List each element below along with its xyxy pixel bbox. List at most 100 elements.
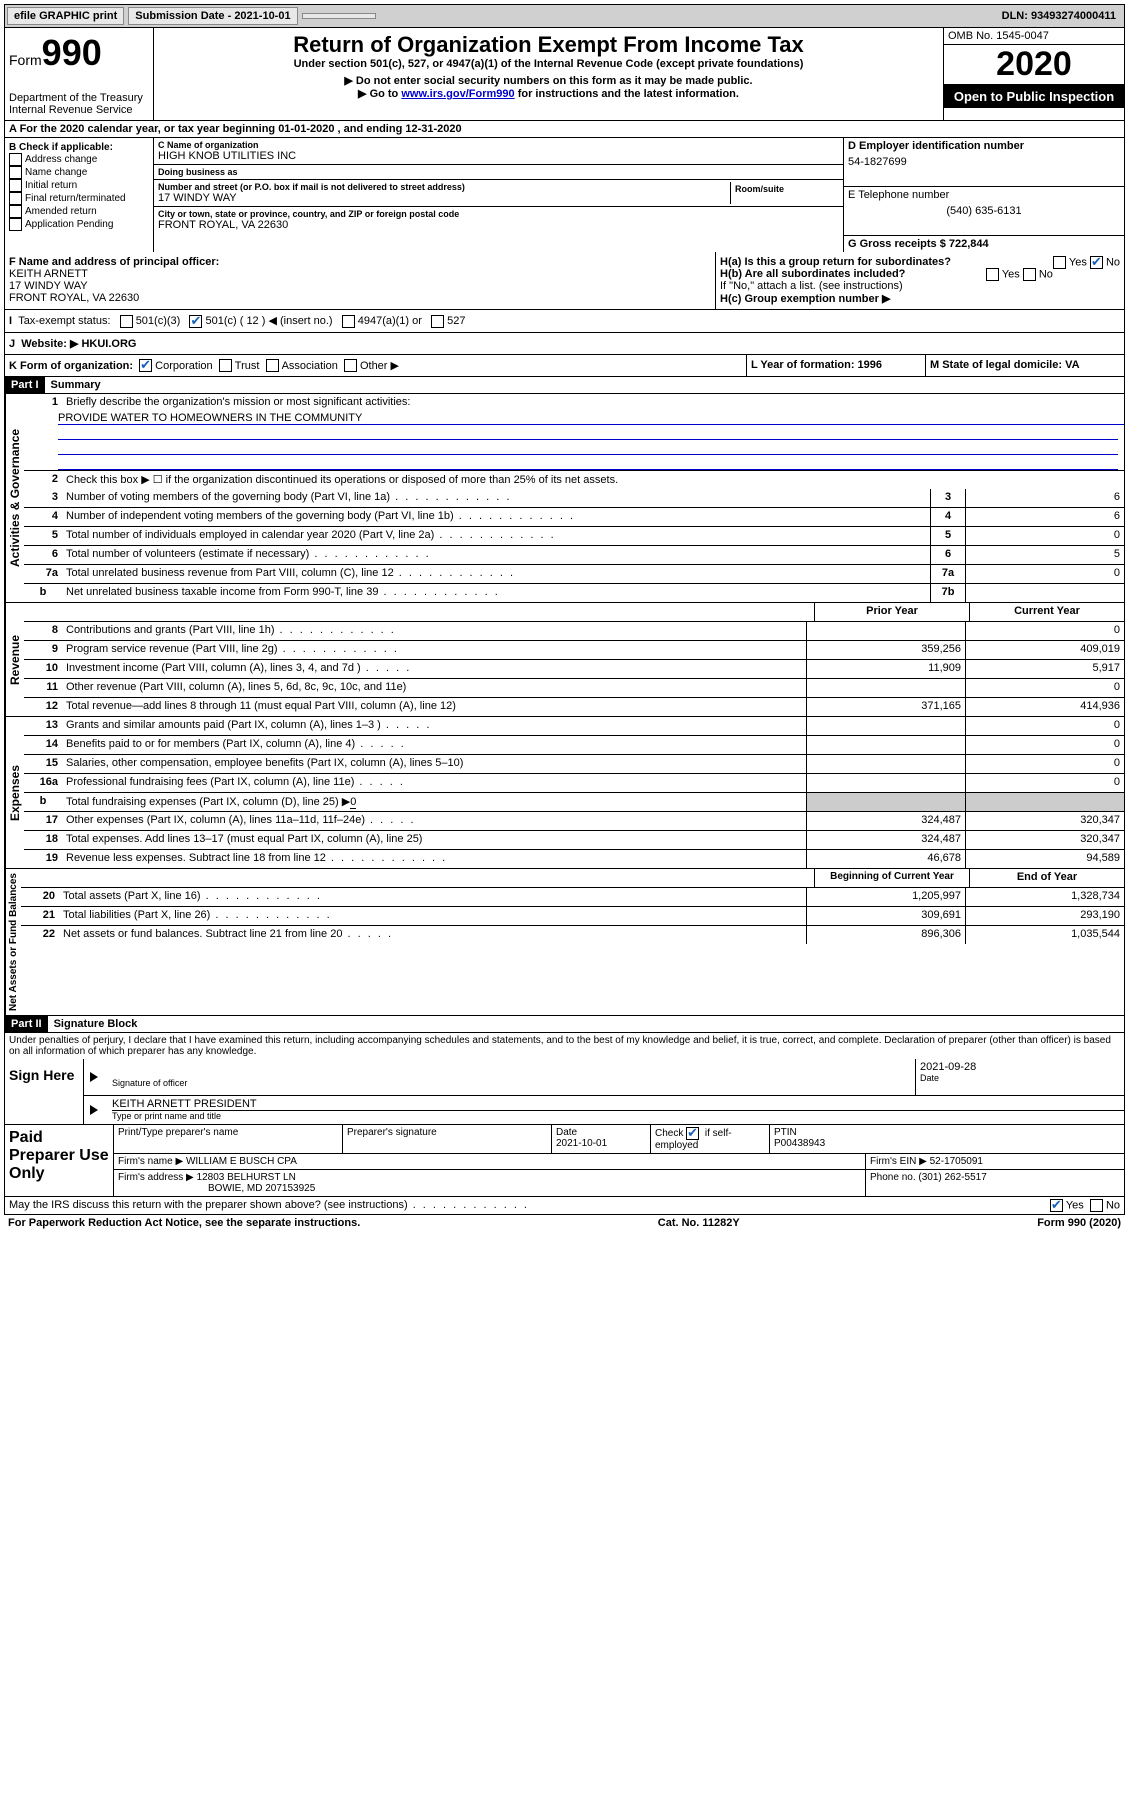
l18-prior: 324,487 xyxy=(806,831,965,849)
l20-end: 1,328,734 xyxy=(965,888,1124,906)
discuss-yes[interactable] xyxy=(1050,1199,1063,1212)
addr-value: 17 WINDY WAY xyxy=(158,192,730,204)
chk-corp[interactable] xyxy=(139,359,152,372)
gross-receipts: G Gross receipts $ 722,844 xyxy=(848,238,1120,250)
side-revenue: Revenue xyxy=(5,603,24,716)
chk-4947[interactable] xyxy=(342,315,355,328)
city-value: FRONT ROYAL, VA 22630 xyxy=(158,219,839,231)
hb-label: H(b) Are all subordinates included? xyxy=(720,268,905,280)
room-label: Room/suite xyxy=(735,184,835,194)
chk-501c3[interactable] xyxy=(120,315,133,328)
side-netassets: Net Assets or Fund Balances xyxy=(5,869,21,1015)
chk-application-pending[interactable]: Application Pending xyxy=(9,218,149,231)
section-b: B Check if applicable: Address change Na… xyxy=(4,138,1125,252)
ptin-value: P00438943 xyxy=(774,1138,825,1149)
row-j-website: J Website: ▶ HKUI.ORG xyxy=(4,333,1125,355)
l1-text: Briefly describe the organization's miss… xyxy=(62,394,1124,412)
l7a-text: Total unrelated business revenue from Pa… xyxy=(62,565,930,583)
ha-yes[interactable] xyxy=(1053,256,1066,269)
l8-prior xyxy=(806,622,965,640)
l17-curr: 320,347 xyxy=(965,812,1124,830)
l3-text: Number of voting members of the governin… xyxy=(62,489,930,507)
l16a-curr: 0 xyxy=(965,774,1124,792)
header-line1: ▶ Do not enter social security numbers o… xyxy=(158,74,939,87)
declaration-text: Under penalties of perjury, I declare th… xyxy=(4,1033,1125,1059)
blank-button[interactable] xyxy=(302,13,376,19)
chk-name-change[interactable]: Name change xyxy=(9,166,149,179)
discuss-row: May the IRS discuss this return with the… xyxy=(4,1197,1125,1215)
ha-no[interactable] xyxy=(1090,256,1103,269)
l8-curr: 0 xyxy=(965,622,1124,640)
l15-curr: 0 xyxy=(965,755,1124,773)
row-f: F Name and address of principal officer:… xyxy=(4,252,1125,310)
form990-link[interactable]: www.irs.gov/Form990 xyxy=(401,88,514,100)
chk-527[interactable] xyxy=(431,315,444,328)
row-k: K Form of organization: Corporation Trus… xyxy=(4,355,1125,378)
chk-address-change[interactable]: Address change xyxy=(9,153,149,166)
footer: For Paperwork Reduction Act Notice, see … xyxy=(4,1215,1125,1231)
l16a-prior xyxy=(806,774,965,792)
l11-curr: 0 xyxy=(965,679,1124,697)
l21-beg: 309,691 xyxy=(806,907,965,925)
l10-curr: 5,917 xyxy=(965,660,1124,678)
chk-other[interactable] xyxy=(344,359,357,372)
hb-yes[interactable] xyxy=(986,268,999,281)
l7a-val: 0 xyxy=(965,565,1124,583)
row-a-tax-year: A For the 2020 calendar year, or tax yea… xyxy=(4,121,1125,138)
l5-text: Total number of individuals employed in … xyxy=(62,527,930,545)
paid-preparer-label: Paid Preparer Use Only xyxy=(5,1125,113,1196)
l4-val: 6 xyxy=(965,508,1124,526)
l14-curr: 0 xyxy=(965,736,1124,754)
l10-text: Investment income (Part VIII, column (A)… xyxy=(62,660,806,678)
hb-no[interactable] xyxy=(1023,268,1036,281)
l14-prior xyxy=(806,736,965,754)
pt-date-val: 2021-10-01 xyxy=(556,1138,607,1149)
top-bar: efile GRAPHIC print Submission Date - 20… xyxy=(4,4,1125,28)
dept-label: Department of the Treasury xyxy=(9,92,149,104)
summary-governance: Activities & Governance 1Briefly describ… xyxy=(4,394,1125,603)
side-expenses: Expenses xyxy=(5,717,24,868)
part-i-header: Part I Summary xyxy=(4,377,1125,394)
form-title: Return of Organization Exempt From Incom… xyxy=(158,32,939,58)
submission-date-button[interactable]: Submission Date - 2021-10-01 xyxy=(128,7,297,25)
l18-text: Total expenses. Add lines 13–17 (must eq… xyxy=(62,831,806,849)
sig-date-val: 2021-09-28 xyxy=(920,1061,1120,1073)
phone-value: (540) 635-6131 xyxy=(848,205,1120,217)
l5-val: 0 xyxy=(965,527,1124,545)
chk-final-return[interactable]: Final return/terminated xyxy=(9,192,149,205)
discuss-no[interactable] xyxy=(1090,1199,1103,1212)
l20-text: Total assets (Part X, line 16) xyxy=(59,888,806,906)
check-self-employed[interactable]: Check if self-employed xyxy=(651,1125,770,1153)
l13-prior xyxy=(806,717,965,735)
ha-label: H(a) Is this a group return for subordin… xyxy=(720,256,951,268)
check-applicable-label: B Check if applicable: xyxy=(9,142,149,153)
chk-assoc[interactable] xyxy=(266,359,279,372)
dba-label: Doing business as xyxy=(158,167,839,177)
chk-amended-return[interactable]: Amended return xyxy=(9,205,149,218)
l13-curr: 0 xyxy=(965,717,1124,735)
chk-501c[interactable] xyxy=(189,315,202,328)
chk-trust[interactable] xyxy=(219,359,232,372)
dln-label: DLN: 93493274000411 xyxy=(1002,10,1122,22)
phone-label: E Telephone number xyxy=(848,189,1120,201)
l10-prior: 11,909 xyxy=(806,660,965,678)
l18-curr: 320,347 xyxy=(965,831,1124,849)
l17-prior: 324,487 xyxy=(806,812,965,830)
officer-addr1: 17 WINDY WAY xyxy=(9,280,711,292)
chk-initial-return[interactable]: Initial return xyxy=(9,179,149,192)
l22-text: Net assets or fund balances. Subtract li… xyxy=(59,926,806,944)
l6-val: 5 xyxy=(965,546,1124,564)
l2-text: Check this box ▶ ☐ if the organization d… xyxy=(62,471,1124,489)
city-label: City or town, state or province, country… xyxy=(158,209,839,219)
firm-addr1: 12803 BELHURST LN xyxy=(197,1172,296,1183)
sign-here-label: Sign Here xyxy=(5,1059,84,1124)
side-governance: Activities & Governance xyxy=(5,394,24,602)
firm-phone: Phone no. (301) 262-5517 xyxy=(866,1170,1124,1196)
l7b-val xyxy=(965,584,1124,602)
arrow-icon xyxy=(90,1105,98,1115)
year-formation: L Year of formation: 1996 xyxy=(747,355,926,377)
cat-no: Cat. No. 11282Y xyxy=(658,1217,740,1229)
l9-curr: 409,019 xyxy=(965,641,1124,659)
l19-prior: 46,678 xyxy=(806,850,965,868)
efile-button[interactable]: efile GRAPHIC print xyxy=(7,7,124,25)
